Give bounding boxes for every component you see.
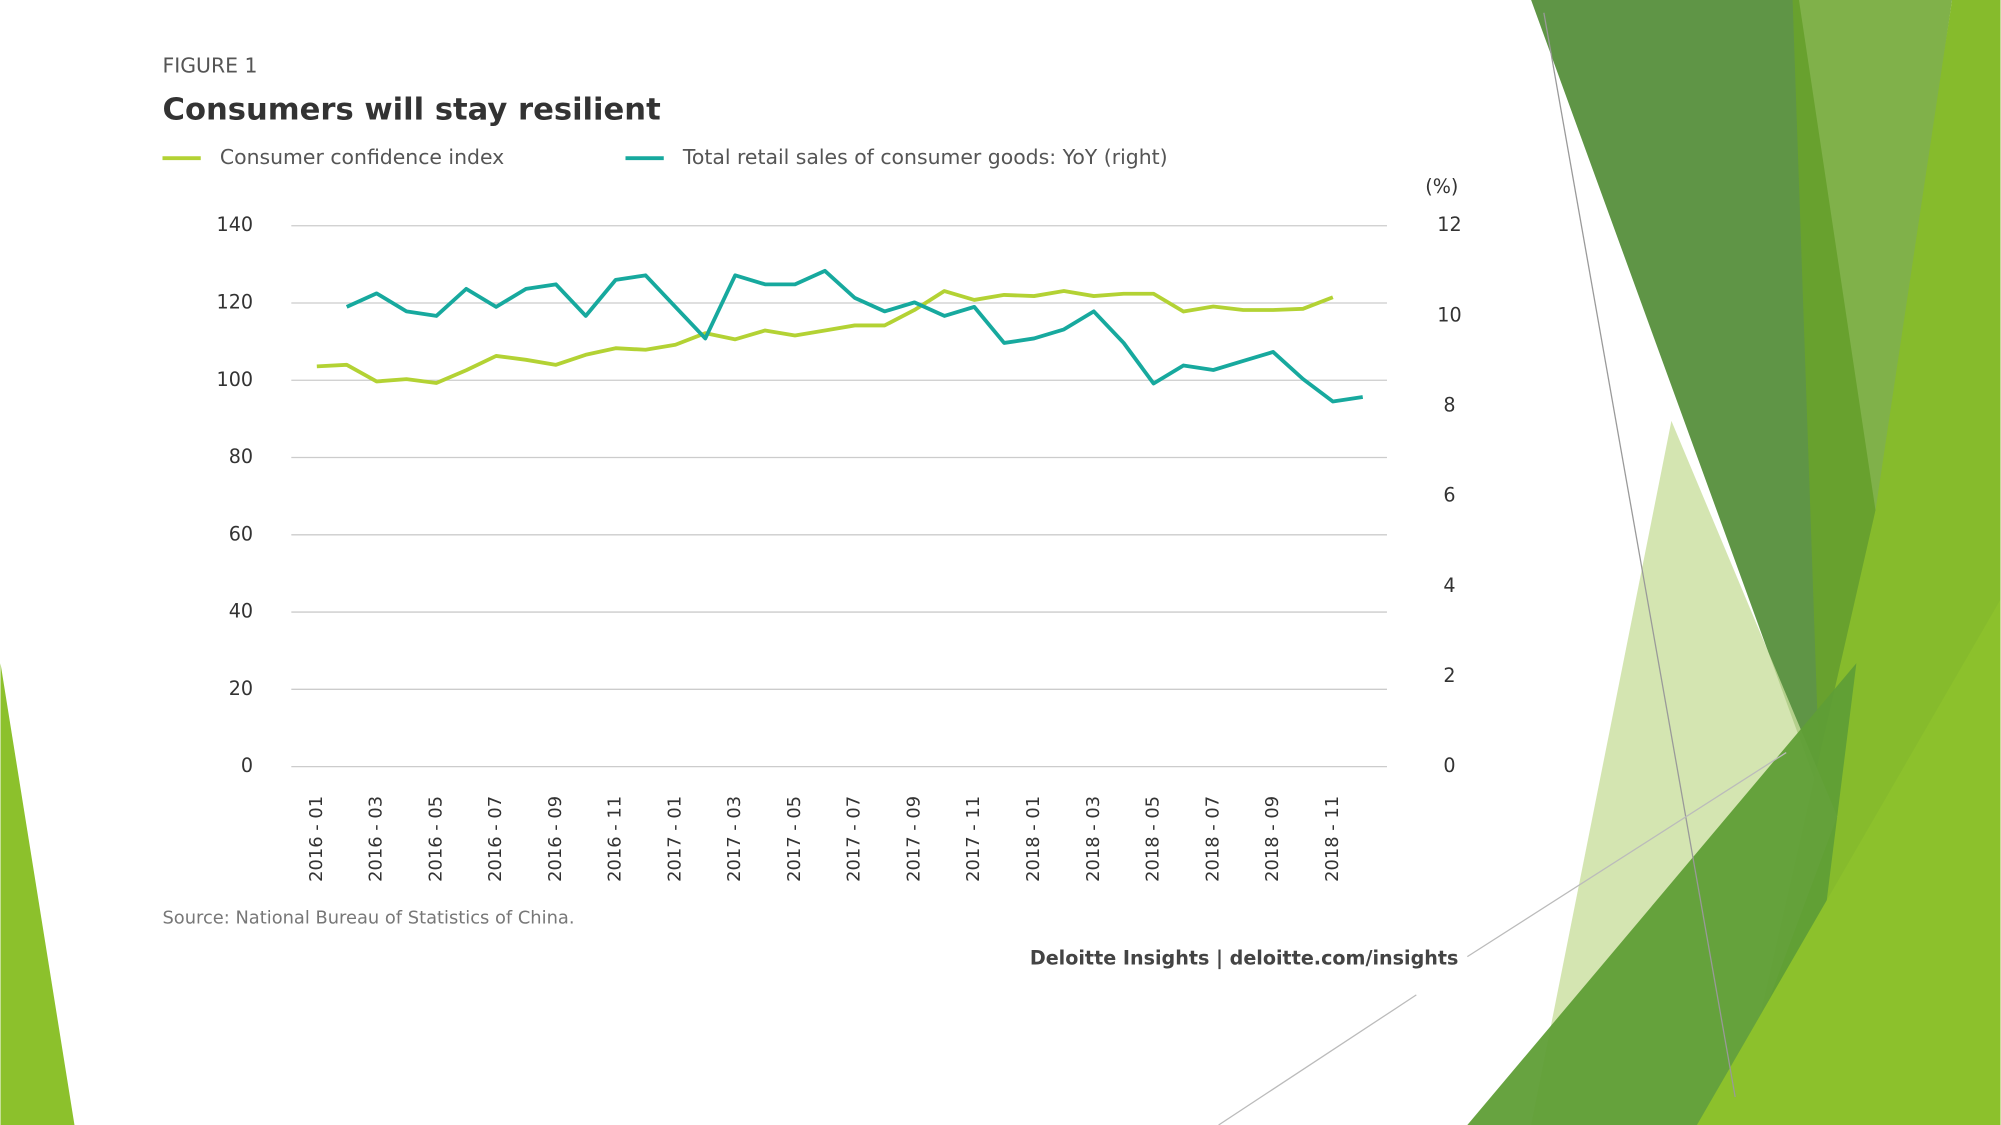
y-tick-label: 0 [241,754,253,777]
x-tick-label: 2018 - 09 [1262,796,1283,882]
legend-label: Total retail sales of consumer goods: Yo… [682,145,1168,169]
footer: Deloitte Insights | deloitte.com/insight… [1030,947,1459,970]
x-tick-label: 2018 - 03 [1083,796,1104,882]
x-tick-label: 2018 - 11 [1322,796,1343,882]
y-tick-label: 20 [229,677,253,700]
x-tick-label: 2018 - 01 [1023,796,1044,882]
x-tick-label: 2017 - 11 [963,796,984,882]
y-tick-label: 40 [229,600,253,623]
source-note: Source: National Bureau of Statistics of… [162,907,574,928]
x-tick-label: 2017 - 03 [724,796,745,882]
figure-label: FIGURE 1 [162,53,257,77]
x-tick-label: 2016 - 05 [425,796,446,882]
x-tick-label: 2018 - 05 [1143,796,1164,882]
y-tick-label: 140 [217,213,254,236]
x-tick-label: 2017 - 07 [844,796,865,882]
x-tick-label: 2018 - 07 [1202,796,1223,882]
legend-label: Consumer confidence index [220,145,504,169]
x-tick-label: 2016 - 11 [605,796,626,882]
y2-tick-label: 0 [1443,754,1455,777]
y2-axis-label: (%) [1425,175,1458,198]
y2-tick-label: 10 [1437,303,1461,326]
y2-tick-label: 4 [1443,574,1455,597]
x-tick-label: 2016 - 07 [485,796,506,882]
x-tick-label: 2017 - 01 [664,796,685,882]
y2-tick-label: 2 [1443,664,1455,687]
y-tick-label: 60 [229,522,253,545]
y2-tick-label: 8 [1443,394,1455,417]
y-tick-label: 120 [217,291,254,314]
y2-tick-label: 6 [1443,484,1455,507]
series-line [316,289,1334,385]
x-tick-label: 2016 - 09 [545,796,566,882]
y2-tick-label: 12 [1437,213,1461,236]
x-tick-label: 2016 - 01 [306,796,327,882]
y-tick-label: 80 [229,445,253,468]
x-tick-label: 2017 - 09 [903,796,924,882]
chart-title: Consumers will stay resilient [162,92,660,127]
x-tick-label: 2017 - 05 [784,796,805,882]
series-line [345,268,1364,404]
y-tick-label: 100 [217,368,254,391]
x-tick-label: 2016 - 03 [366,796,387,882]
